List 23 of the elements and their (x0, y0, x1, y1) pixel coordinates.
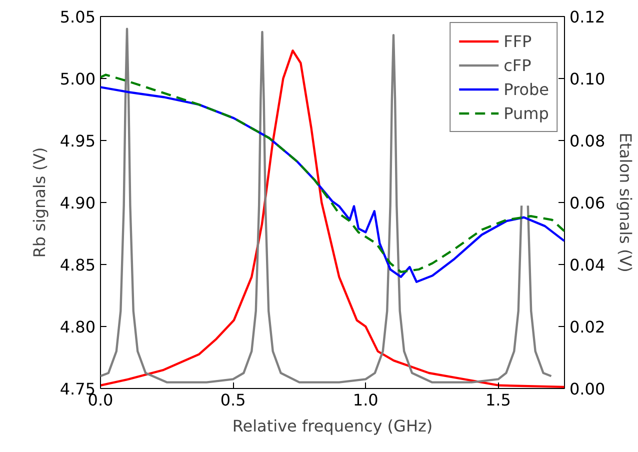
y-tick-label: 4.95 (60, 132, 96, 150)
y2-tick-label: 0.08 (570, 132, 606, 150)
y2-axis-title: Etalon signals (V) (616, 132, 636, 272)
x-tick-label: 1.0 (352, 390, 378, 410)
x-tick-label: 0.5 (220, 390, 246, 410)
y2-tick-label: 0.02 (570, 318, 606, 336)
y-tick-label: 5.05 (60, 8, 96, 26)
legend-label: Pump (504, 104, 549, 122)
y2-tick-label: 0.06 (570, 194, 606, 212)
legend-label: Probe (504, 80, 549, 98)
y2-tick-label: 0.10 (570, 70, 606, 88)
x-tick-label: 1.5 (485, 390, 511, 410)
y-tick-label: 4.80 (60, 318, 96, 336)
y-tick-label: 4.90 (60, 194, 96, 212)
y-tick-label: 5.00 (60, 70, 96, 88)
legend-label: cFP (504, 56, 532, 74)
y2-tick-label: 0.04 (570, 256, 606, 274)
x-axis-title: Relative frequency (GHz) (232, 416, 433, 436)
y-axis-title: Rb signals (V) (30, 147, 49, 258)
y2-tick-label: 0.12 (570, 8, 606, 26)
legend-label: FFP (504, 32, 532, 50)
y2-tick-label: 0.00 (570, 380, 606, 398)
y-tick-label: 4.85 (60, 256, 96, 274)
